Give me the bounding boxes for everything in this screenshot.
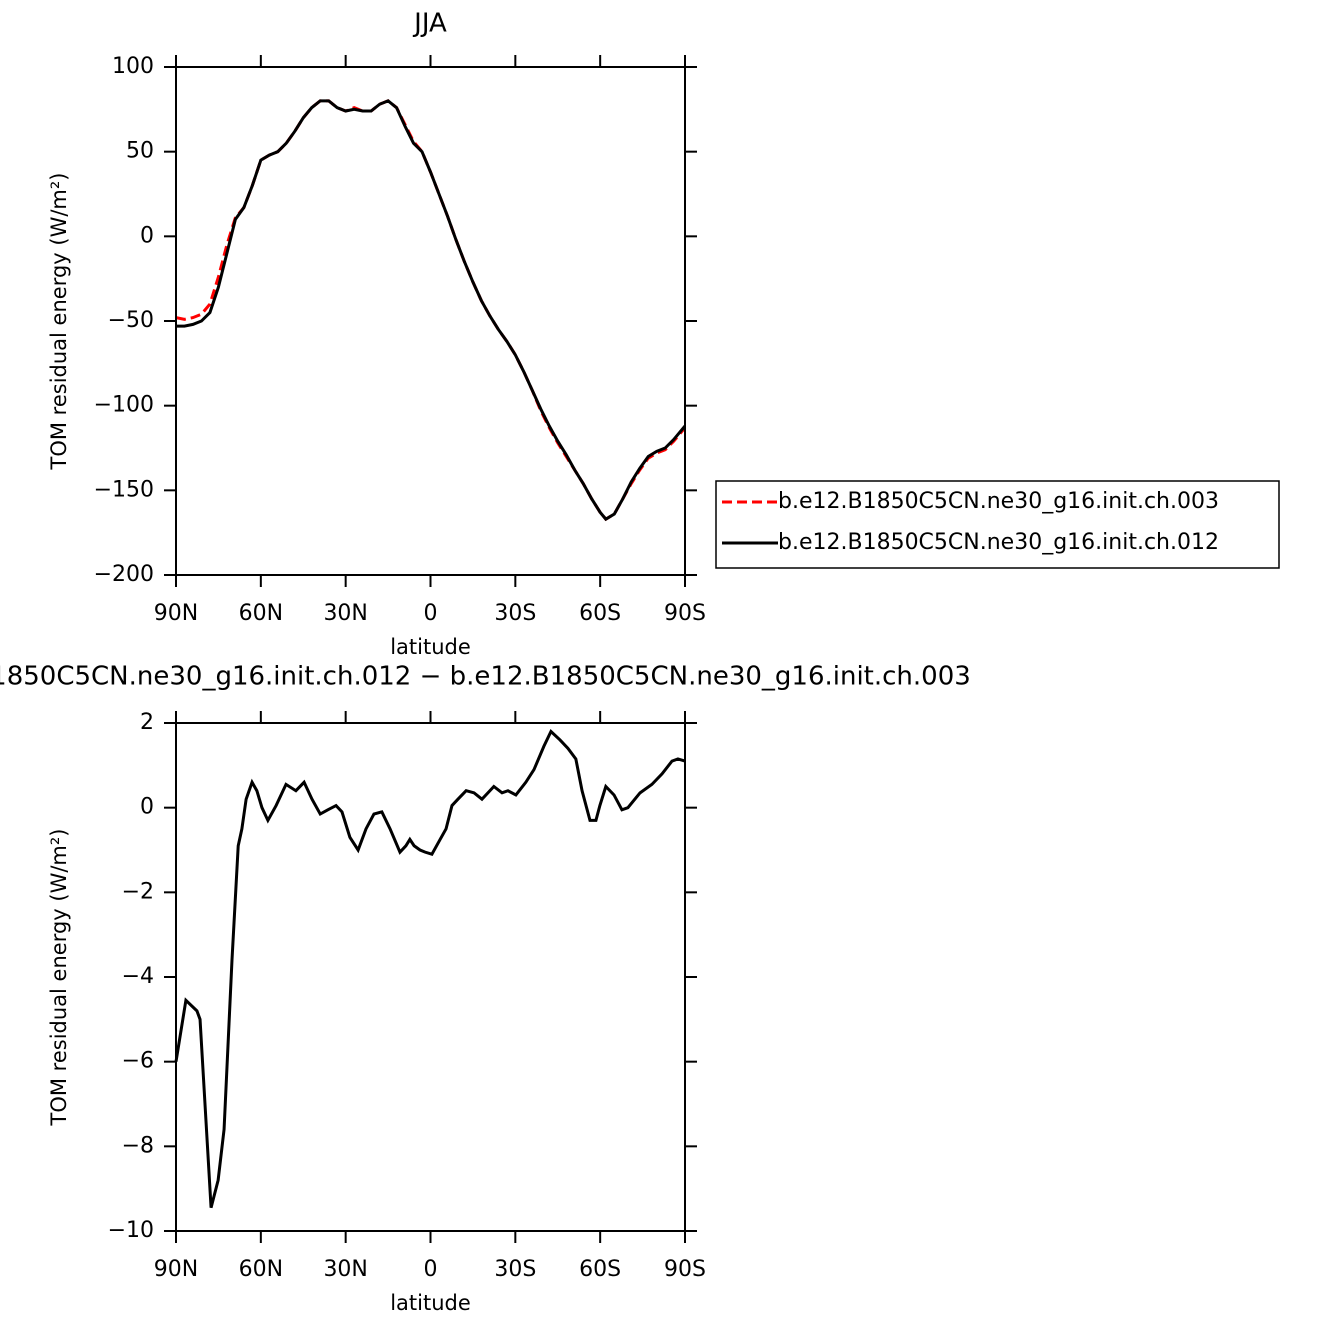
y-tick-label: −200 (94, 562, 154, 587)
x-tick-label: 30N (323, 601, 367, 626)
y-tick-label: 0 (140, 223, 154, 248)
x-tick-label: 0 (424, 601, 438, 626)
x-tick-label: 90S (664, 601, 706, 626)
y-tick-label: 100 (112, 54, 154, 79)
y-axis-label: TOM residual energy (W/m²) (47, 829, 71, 1127)
chart-title: JJA (412, 9, 447, 39)
y-axis-label: TOM residual energy (W/m²) (47, 173, 71, 471)
y-tick-label: −50 (108, 308, 154, 333)
y-tick-label: −2 (122, 879, 154, 904)
x-tick-label: 60S (579, 1257, 621, 1282)
x-tick-label: 0 (424, 1257, 438, 1282)
y-tick-label: 50 (126, 139, 154, 164)
x-tick-label: 90S (664, 1257, 706, 1282)
y-tick-label: −100 (94, 393, 154, 418)
y-tick-label: −150 (94, 477, 154, 502)
legend-label: b.e12.B1850C5CN.ne30_g16.init.ch.012 (778, 530, 1219, 555)
x-tick-label: 30S (494, 601, 536, 626)
x-tick-label: 90N (154, 1257, 198, 1282)
data-line (175, 99, 687, 522)
y-tick-label: 2 (140, 710, 154, 735)
x-tick-label: 30N (323, 1257, 367, 1282)
y-tick-label: −10 (108, 1218, 154, 1243)
y-tick-label: −8 (122, 1133, 154, 1158)
x-axis-label: latitude (390, 635, 471, 659)
x-tick-label: 60N (239, 1257, 283, 1282)
x-axis-label: latitude (390, 1291, 471, 1315)
plot-frame (175, 722, 686, 1232)
legend-box (715, 480, 1280, 569)
x-tick-label: 60N (239, 601, 283, 626)
chart-title: b.e12.B1850C5CN.ne30_g16.init.ch.012 − b… (0, 662, 971, 692)
x-tick-label: 30S (494, 1257, 536, 1282)
y-tick-label: −4 (122, 964, 154, 989)
x-tick-label: 60S (579, 601, 621, 626)
y-tick-label: 0 (140, 795, 154, 820)
plot-frame (175, 66, 686, 576)
x-tick-label: 90N (154, 601, 198, 626)
y-tick-label: −6 (122, 1049, 154, 1074)
data-line (176, 99, 687, 522)
data-line (174, 728, 686, 1209)
legend-label: b.e12.B1850C5CN.ne30_g16.init.ch.003 (778, 489, 1219, 514)
